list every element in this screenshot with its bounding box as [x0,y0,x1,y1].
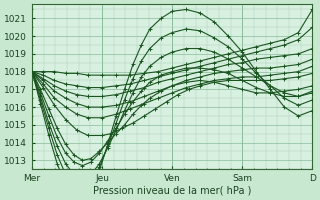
X-axis label: Pression niveau de la mer( hPa ): Pression niveau de la mer( hPa ) [93,186,252,196]
